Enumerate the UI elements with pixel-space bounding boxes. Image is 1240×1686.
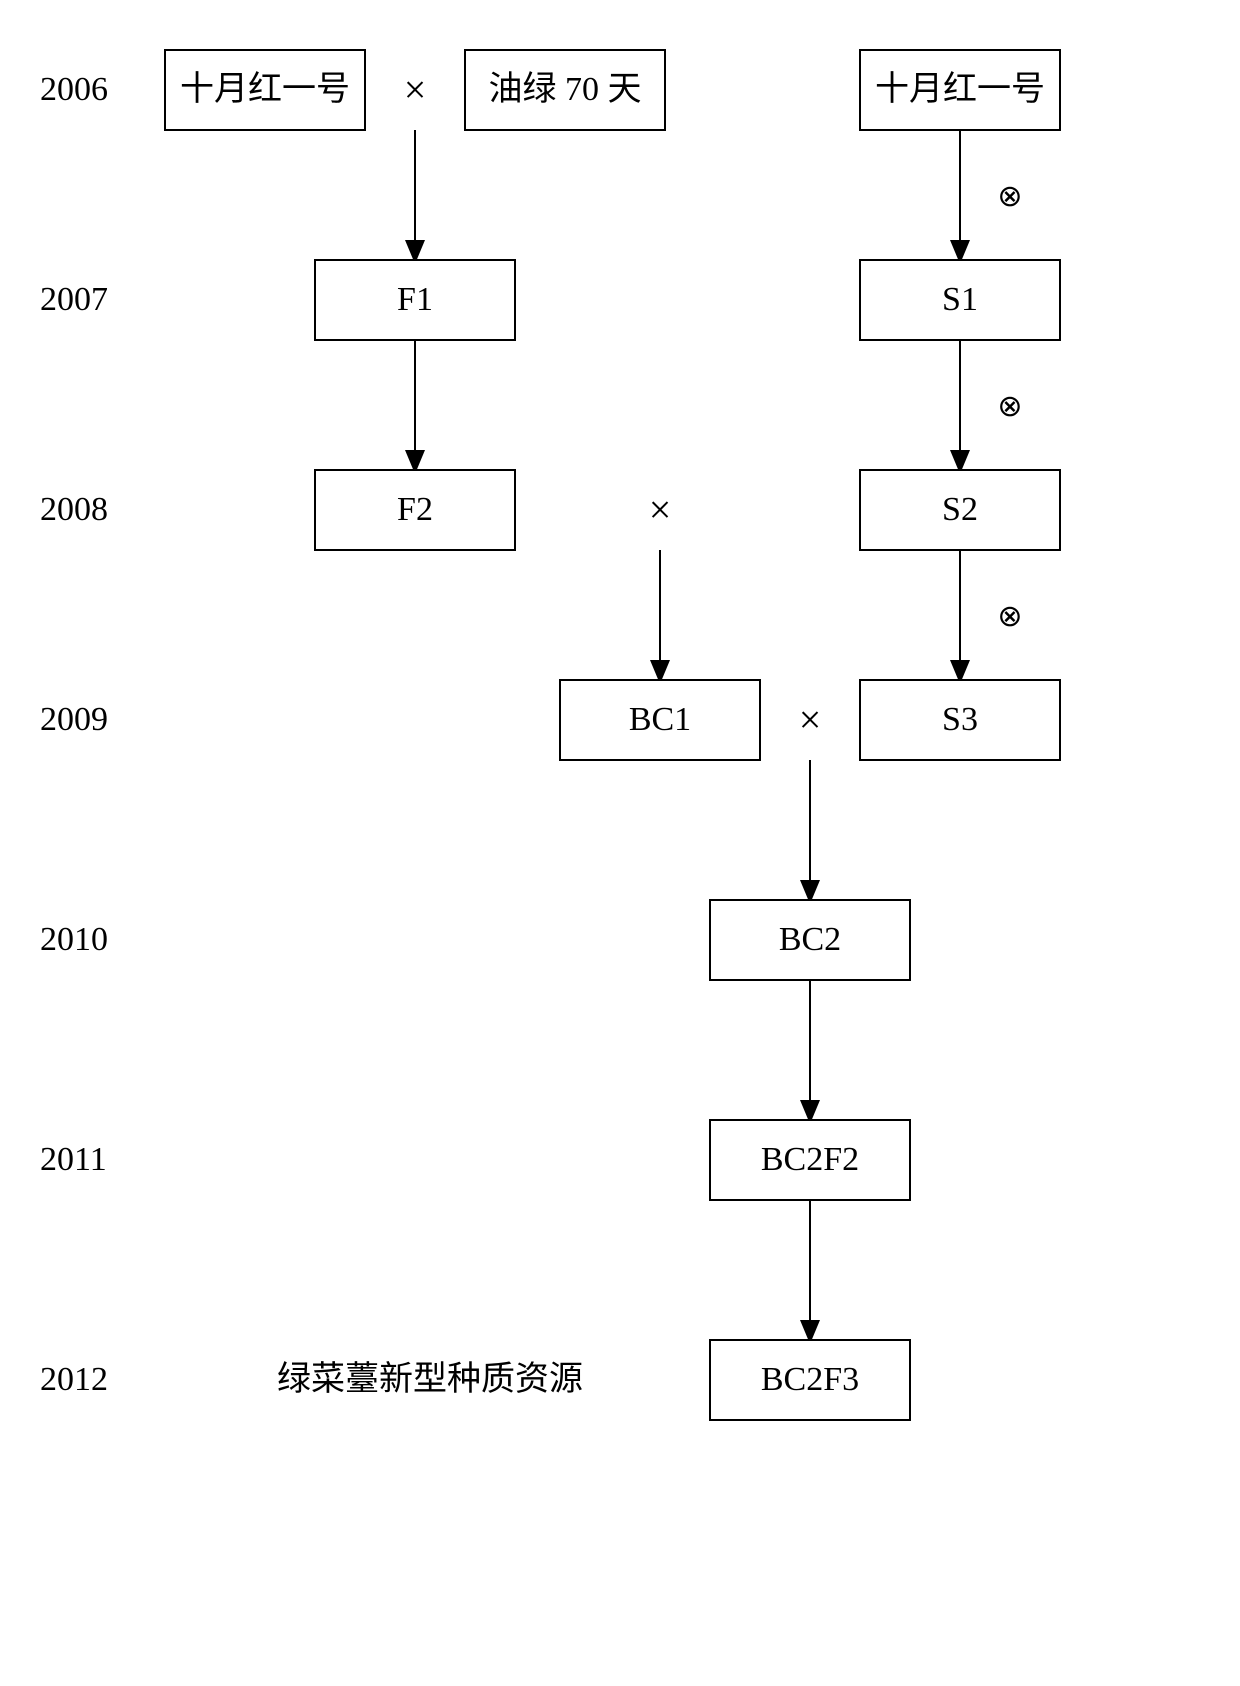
node-f1: F1 (315, 260, 515, 340)
year-label: 2008 (40, 491, 108, 528)
cross-symbol: × (404, 67, 427, 112)
year-label: 2009 (40, 701, 108, 738)
node-label: S1 (942, 281, 978, 318)
self-symbol: ⊗ (997, 600, 1022, 633)
node-label: S3 (942, 701, 978, 738)
node-bc2f3: BC2F3 (710, 1340, 910, 1420)
self-symbol: ⊗ (997, 390, 1022, 423)
cross-symbol: × (649, 487, 672, 532)
year-label: 2010 (40, 921, 108, 958)
self-symbol: ⊗ (997, 180, 1022, 213)
node-label: 十月红一号 (180, 70, 350, 108)
year-label: 2011 (40, 1141, 107, 1178)
node-s2: S2 (860, 470, 1060, 550)
breeding-flowchart: 十月红一号 油绿 70 天 十月红一号 F1 S1 F2 S2 BC1 S3 BC2 BC2F2 BC… (0, 0, 1240, 1686)
result-caption: 绿菜薹新型种质资源 (277, 1360, 583, 1398)
cross-symbol: × (799, 697, 822, 742)
year-label: 2006 (40, 71, 108, 108)
node-s1: S1 (860, 260, 1060, 340)
node-label: F1 (397, 281, 433, 318)
node-label: 油绿 70 天 (489, 70, 642, 108)
year-label: 2007 (40, 281, 108, 318)
node-s3: S3 (860, 680, 1060, 760)
node-label: S2 (942, 491, 978, 528)
node-f2: F2 (315, 470, 515, 550)
node-label: BC2F3 (761, 1361, 859, 1398)
node-label: BC2F2 (761, 1141, 859, 1178)
node-bc1: BC1 (560, 680, 760, 760)
node-label: 十月红一号 (875, 70, 1045, 108)
node-bc2f2: BC2F2 (710, 1120, 910, 1200)
node-p1: 十月红一号 (165, 50, 365, 130)
node-label: BC2 (779, 921, 841, 958)
node-p2: 油绿 70 天 (465, 50, 665, 130)
year-label: 2012 (40, 1361, 108, 1398)
node-label: BC1 (629, 701, 691, 738)
node-label: F2 (397, 491, 433, 528)
node-bc2: BC2 (710, 900, 910, 980)
node-p3: 十月红一号 (860, 50, 1060, 130)
